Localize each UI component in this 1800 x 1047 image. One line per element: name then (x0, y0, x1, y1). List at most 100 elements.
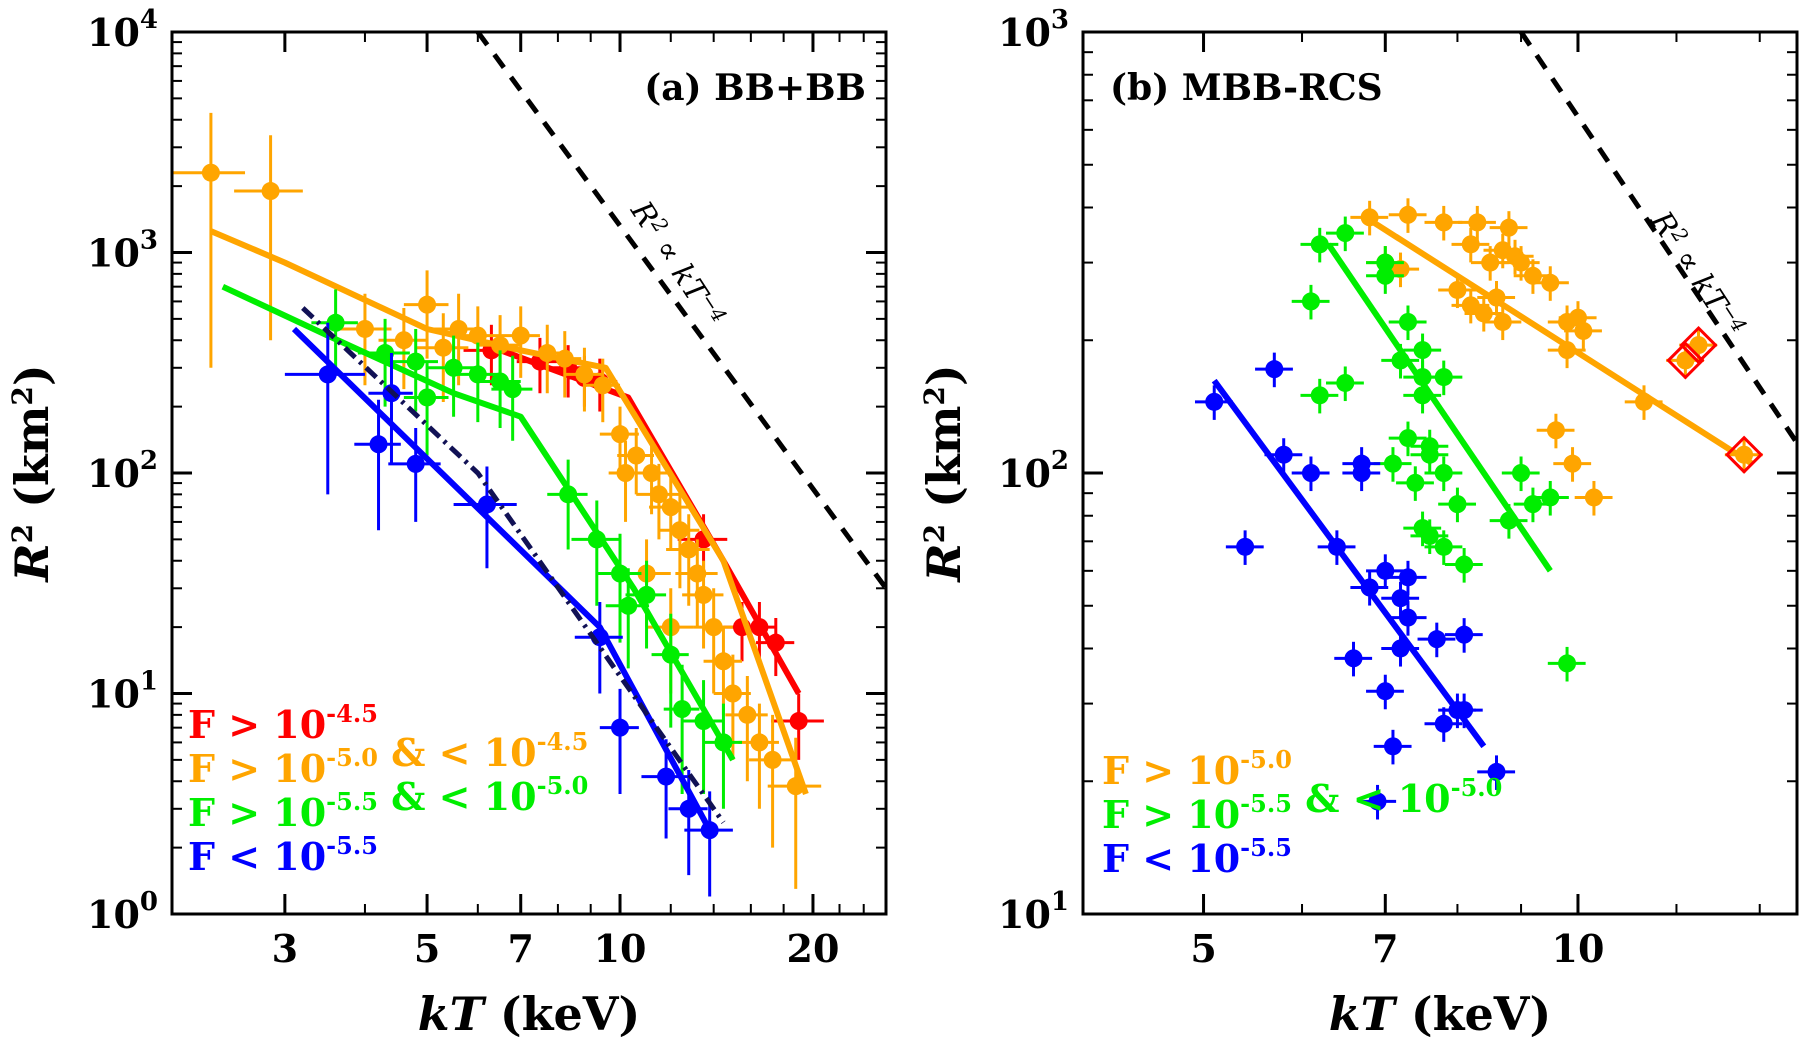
fit-line (209, 228, 809, 796)
y-tick-exp: 2 (1051, 446, 1069, 476)
data-point (1434, 213, 1453, 232)
y-tick-exp: 4 (140, 5, 158, 35)
data-point (619, 596, 638, 615)
data-point (1236, 537, 1255, 556)
data-point (1420, 437, 1439, 456)
data-point (1461, 235, 1480, 254)
highlight-diamond (1679, 325, 1718, 365)
data-point (657, 767, 676, 786)
y-tick-exp: 3 (1051, 5, 1069, 35)
x-tick-label: 7 (508, 926, 534, 971)
data-point (406, 352, 425, 371)
data-point (789, 712, 808, 731)
series-2 (221, 283, 743, 809)
legend-superscript: -4.5 (326, 699, 378, 728)
data-point (575, 365, 594, 384)
data-point (1493, 312, 1512, 331)
panel-a-label: (a) BB+BB (644, 67, 866, 109)
y-tick-base: 10 (87, 672, 140, 717)
data-point (1523, 266, 1542, 285)
legend-text-part: F > 10 (188, 746, 326, 791)
data-point (1434, 368, 1453, 387)
data-point (1368, 792, 1387, 811)
data-point (1455, 555, 1474, 574)
data-point (1512, 253, 1531, 272)
data-point (406, 454, 425, 473)
data-point (1468, 213, 1487, 232)
x-tick-label: 20 (787, 926, 840, 971)
data-point (1448, 495, 1467, 514)
data-point (1427, 630, 1446, 649)
legend-entry: F < 10-5.5 (1102, 833, 1292, 881)
data-point (1376, 266, 1395, 285)
legend-text-part: F > 10 (188, 790, 326, 835)
legend-entry: F > 10-5.0 & < 10-4.5 (188, 727, 588, 791)
data-point (1398, 608, 1417, 627)
panel-b-y-axis-title: R2 (km2) (917, 364, 971, 583)
data-point (593, 376, 612, 395)
legend-superscript: -4.5 (537, 727, 589, 756)
data-point (1541, 273, 1560, 292)
data-point (1487, 762, 1506, 781)
data-point (661, 498, 680, 517)
data-point (1301, 464, 1320, 482)
data-point (1391, 260, 1410, 279)
data-point (418, 295, 437, 314)
x-tick-label: 5 (1190, 926, 1216, 971)
data-point (1676, 351, 1695, 370)
legend-entry: F > 10-4.5 (188, 699, 378, 747)
y-tick-label: 100 (87, 887, 158, 937)
data-point (1376, 561, 1395, 580)
y-tick-label: 103 (87, 226, 158, 276)
data-point (511, 326, 530, 345)
data-point (1434, 537, 1453, 556)
series-1 (1291, 216, 1586, 682)
data-point (1352, 464, 1371, 482)
legend-entry: F > 10-5.5 & < 10-5.0 (1102, 773, 1502, 837)
data-point (1499, 218, 1518, 237)
data-point (679, 540, 698, 559)
data-point (1689, 336, 1708, 355)
legend-text-part: F > 10 (1102, 792, 1240, 837)
data-point (1563, 454, 1582, 473)
legend-superscript: -5.0 (1240, 745, 1292, 774)
x-tick-label: 10 (1552, 926, 1605, 971)
panel-b-scaling-annotation: R2 ∝ kT−4 (1643, 203, 1752, 343)
fit-line (221, 283, 736, 762)
legend-text-part: F > 10 (1102, 748, 1240, 793)
legend-text-part: F < 10 (188, 834, 326, 879)
y-tick-base: 10 (998, 10, 1051, 55)
data-point (1344, 649, 1363, 668)
y-tick-exp: 2 (140, 446, 158, 476)
y-tick-base: 10 (87, 451, 140, 496)
data-point (649, 485, 668, 504)
data-point (1265, 360, 1284, 379)
data-point (1336, 373, 1355, 392)
data-point (670, 521, 689, 540)
data-point (1383, 737, 1402, 756)
data-point (616, 464, 635, 482)
legend-text-part: F > 10 (188, 702, 326, 747)
y-tick-exp: 3 (140, 226, 158, 256)
data-point (434, 338, 453, 357)
data-point (1205, 392, 1224, 411)
y-tick-base: 10 (87, 892, 140, 937)
x-tick-label: 7 (1372, 926, 1398, 971)
data-point (763, 750, 782, 769)
data-point (1383, 454, 1402, 473)
data-point (1455, 625, 1474, 644)
data-point (1584, 488, 1603, 507)
x-tick-label: 10 (594, 926, 647, 971)
data-point (714, 652, 733, 671)
data-point (688, 564, 707, 583)
y-tick-base: 10 (87, 231, 140, 276)
x-tick-label: 5 (414, 926, 440, 971)
legend-superscript: -5.5 (326, 787, 378, 816)
legend-entry: F < 10-5.5 (188, 831, 378, 879)
panel-b-label: (b) MBB-RCS (1110, 67, 1383, 109)
y-tick-label: 102 (998, 446, 1069, 496)
dash-dot-fit-line (301, 306, 726, 824)
data-point (1574, 321, 1593, 340)
